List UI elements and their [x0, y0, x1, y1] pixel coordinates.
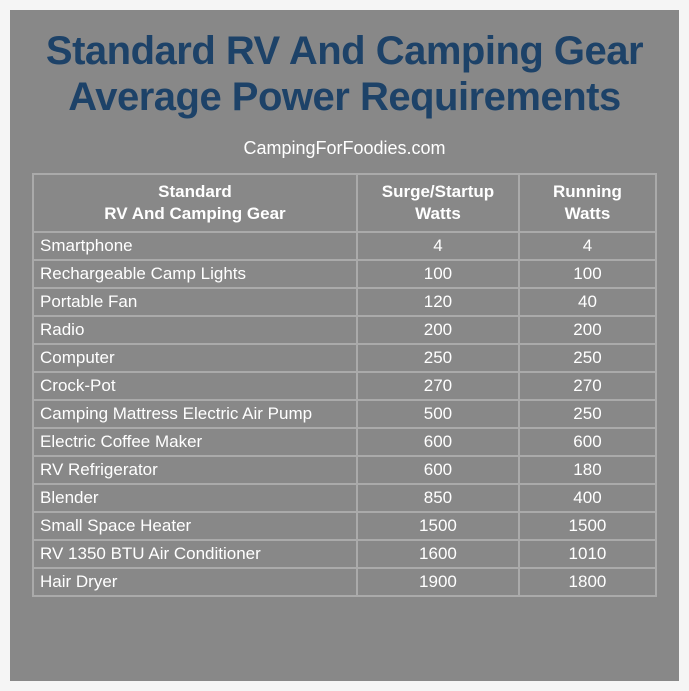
- table-header-row: Standard RV And Camping Gear Surge/Start…: [33, 174, 656, 232]
- cell-running: 200: [519, 316, 656, 344]
- cell-gear: Blender: [33, 484, 357, 512]
- cell-running: 250: [519, 344, 656, 372]
- cell-running: 1800: [519, 568, 656, 596]
- cell-gear: Portable Fan: [33, 288, 357, 316]
- cell-surge: 600: [357, 456, 519, 484]
- table-row: Camping Mattress Electric Air Pump500250: [33, 400, 656, 428]
- cell-surge: 270: [357, 372, 519, 400]
- cell-surge: 1500: [357, 512, 519, 540]
- header-surge: Surge/Startup Watts: [357, 174, 519, 232]
- cell-surge: 100: [357, 260, 519, 288]
- table-row: Hair Dryer19001800: [33, 568, 656, 596]
- cell-running: 1010: [519, 540, 656, 568]
- cell-gear: Computer: [33, 344, 357, 372]
- cell-surge: 1600: [357, 540, 519, 568]
- cell-gear: RV Refrigerator: [33, 456, 357, 484]
- cell-surge: 850: [357, 484, 519, 512]
- main-title: Standard RV And Camping Gear Average Pow…: [32, 28, 657, 120]
- cell-surge: 250: [357, 344, 519, 372]
- table-row: Electric Coffee Maker600600: [33, 428, 656, 456]
- cell-running: 1500: [519, 512, 656, 540]
- table-row: RV Refrigerator600180: [33, 456, 656, 484]
- table-row: Small Space Heater15001500: [33, 512, 656, 540]
- cell-gear: Small Space Heater: [33, 512, 357, 540]
- table-row: Computer250250: [33, 344, 656, 372]
- cell-surge: 600: [357, 428, 519, 456]
- table-row: Crock-Pot270270: [33, 372, 656, 400]
- cell-gear: Camping Mattress Electric Air Pump: [33, 400, 357, 428]
- cell-running: 4: [519, 232, 656, 260]
- cell-running: 100: [519, 260, 656, 288]
- table-row: Radio200200: [33, 316, 656, 344]
- header-running: Running Watts: [519, 174, 656, 232]
- website-subtitle: CampingForFoodies.com: [32, 138, 657, 159]
- infographic-card: Standard RV And Camping Gear Average Pow…: [10, 10, 679, 681]
- cell-gear: RV 1350 BTU Air Conditioner: [33, 540, 357, 568]
- cell-surge: 4: [357, 232, 519, 260]
- cell-running: 270: [519, 372, 656, 400]
- cell-gear: Electric Coffee Maker: [33, 428, 357, 456]
- cell-gear: Hair Dryer: [33, 568, 357, 596]
- cell-running: 180: [519, 456, 656, 484]
- cell-surge: 120: [357, 288, 519, 316]
- title-line-2: Average Power Requirements: [68, 75, 620, 119]
- cell-gear: Rechargeable Camp Lights: [33, 260, 357, 288]
- table-row: Blender850400: [33, 484, 656, 512]
- cell-gear: Smartphone: [33, 232, 357, 260]
- table-row: Rechargeable Camp Lights100100: [33, 260, 656, 288]
- cell-surge: 1900: [357, 568, 519, 596]
- cell-gear: Crock-Pot: [33, 372, 357, 400]
- cell-running: 600: [519, 428, 656, 456]
- cell-running: 400: [519, 484, 656, 512]
- cell-surge: 500: [357, 400, 519, 428]
- power-requirements-table: Standard RV And Camping Gear Surge/Start…: [32, 173, 657, 597]
- cell-running: 40: [519, 288, 656, 316]
- title-line-1: Standard RV And Camping Gear: [46, 29, 643, 73]
- table-body: Smartphone44Rechargeable Camp Lights1001…: [33, 232, 656, 596]
- cell-gear: Radio: [33, 316, 357, 344]
- table-row: Portable Fan12040: [33, 288, 656, 316]
- cell-surge: 200: [357, 316, 519, 344]
- table-row: Smartphone44: [33, 232, 656, 260]
- table-row: RV 1350 BTU Air Conditioner16001010: [33, 540, 656, 568]
- cell-running: 250: [519, 400, 656, 428]
- header-gear: Standard RV And Camping Gear: [33, 174, 357, 232]
